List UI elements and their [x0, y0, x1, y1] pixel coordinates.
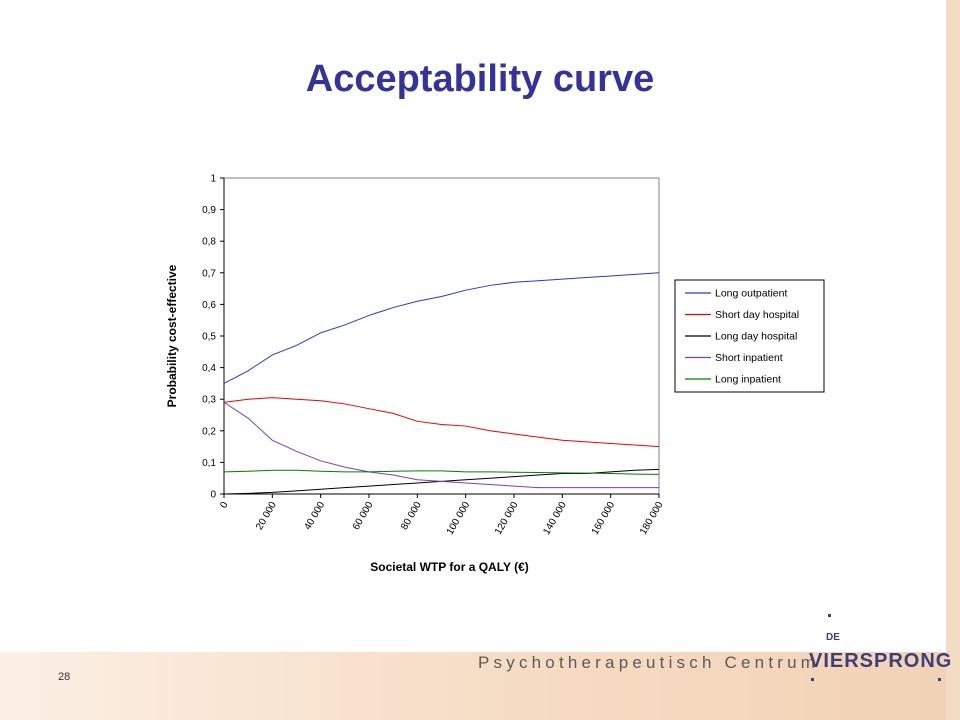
legend-label-4: Short inpatient	[715, 352, 783, 364]
logo-dot-icon	[811, 678, 814, 681]
footer-band	[0, 652, 946, 720]
y-tick-label: 0,4	[202, 363, 216, 374]
legend-label-5: Long inpatient	[715, 374, 781, 386]
footer-text: Psychotherapeutisch Centrum	[478, 653, 820, 672]
x-tick-label: 160 000	[590, 500, 618, 537]
vierspong-logo: DE VIERSPRONG	[806, 612, 951, 692]
logo-name: VIERSPRONG	[809, 650, 953, 672]
x-tick-label: 120 000	[493, 500, 521, 537]
y-tick-label: 0	[210, 490, 216, 501]
logo-dot-icon	[938, 678, 941, 681]
y-tick-label: 0,6	[202, 300, 216, 311]
y-tick-label: 1	[210, 174, 216, 185]
plot-area	[223, 177, 660, 495]
series-line-5	[223, 469, 660, 475]
series-line-4	[223, 401, 659, 489]
x-tick-label: 60 000	[351, 500, 376, 532]
y-tick-label: 0,3	[202, 395, 216, 406]
legend-label-2: Short day hospital	[715, 309, 799, 321]
y-tick-label: 0,7	[202, 268, 216, 279]
right-decor-bar	[946, 0, 960, 720]
x-tick-label: 140 000	[541, 500, 569, 537]
series-line-1	[223, 272, 660, 384]
x-tick-label: 40 000	[302, 500, 327, 532]
page-number: 28	[58, 671, 71, 683]
x-tick-label: 180 000	[638, 500, 666, 537]
x-axis-label: Societal WTP for a QALY (€)	[370, 560, 528, 574]
slide-title: Acceptability curve	[305, 58, 655, 100]
y-tick-label: 0,1	[202, 458, 216, 469]
y-tick-label: 0,2	[202, 426, 216, 437]
x-tick-label: 20 000	[254, 500, 279, 532]
logo-dot-icon	[828, 614, 831, 617]
y-tick-label: 0,5	[202, 332, 216, 343]
legend-label-1: Long outpatient	[715, 288, 787, 300]
series-line-2	[223, 397, 660, 448]
y-tick-label: 0,8	[202, 237, 216, 248]
x-tick-label: 100 000	[445, 500, 473, 537]
logo-prefix: DE	[826, 632, 840, 643]
y-axis-label: Probability cost-effective	[165, 264, 179, 407]
y-tick-label: 0,9	[202, 205, 216, 216]
x-tick-label: 0	[218, 500, 231, 511]
legend-label-3: Long day hospital	[715, 331, 797, 343]
x-tick-label: 80 000	[399, 500, 424, 532]
